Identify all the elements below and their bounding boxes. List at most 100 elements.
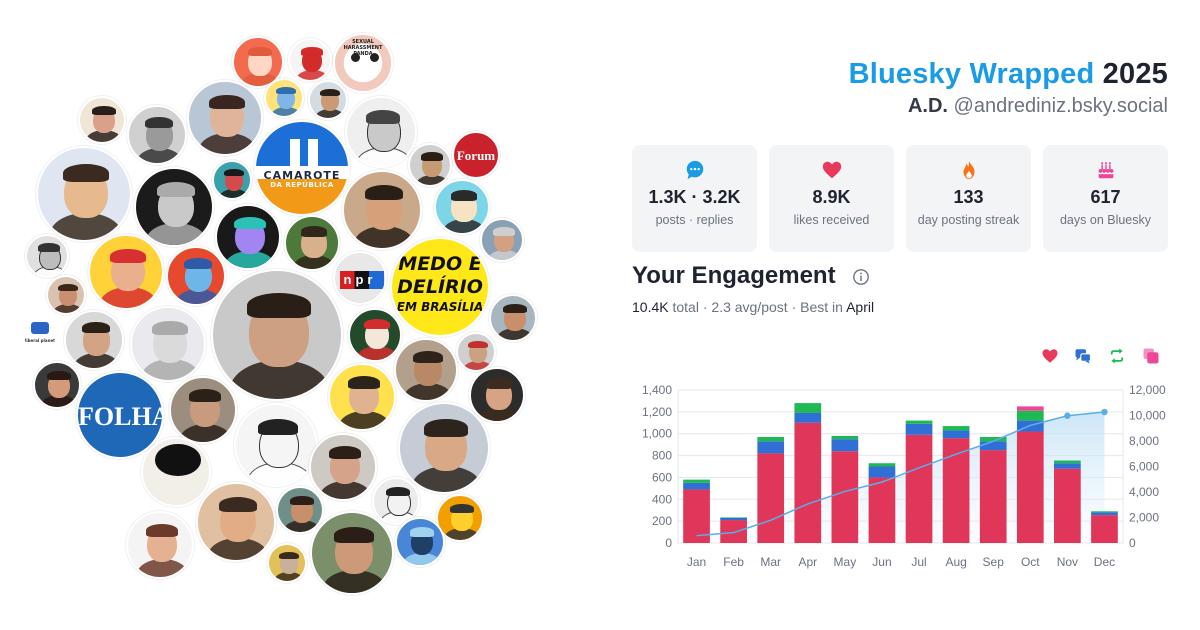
heart-icon [822,161,841,179]
avatar[interactable] [395,517,445,567]
avatar[interactable] [166,246,226,306]
avatar[interactable]: CAMAROTE DA REPÚBLICA [254,120,350,216]
avatar-body [404,383,452,400]
quote-icon[interactable] [1142,347,1160,365]
avatar[interactable] [394,338,458,402]
avatar[interactable] [328,363,396,431]
avatar[interactable] [196,482,276,562]
blob-shape [155,444,201,476]
stat-value: 133 [953,187,984,207]
bar-segment [1091,512,1118,516]
avatar-hair [276,86,296,95]
stat-card-streak: 133 day posting streak [906,145,1031,252]
avatar-body [354,226,414,248]
bar-segment [757,436,785,442]
avatar-hair [365,109,401,124]
avatar[interactable] [212,160,252,200]
avatar[interactable] [33,361,81,409]
avatar-label: EM BRASÍLIA [396,300,484,314]
avatar-body [443,218,485,233]
avatar[interactable] [288,38,332,82]
avatar[interactable] [126,511,194,579]
avatar[interactable] [141,437,211,507]
repost-icon[interactable] [1108,347,1126,365]
avatar[interactable] [408,143,452,187]
avatar[interactable] [469,367,525,423]
avatar[interactable] [372,477,420,525]
avatar-hair [421,152,443,161]
y-axis-left: 0 200 400 600 800 1,000 1,200 1,400 [642,383,672,550]
avatar[interactable] [130,306,206,382]
avatar[interactable] [232,36,284,88]
avatar[interactable]: FOLHA [76,371,164,459]
avatar-hair [47,370,71,381]
x-tick-label: Aug [945,555,966,569]
x-tick-label: Oct [1021,555,1040,569]
avatar[interactable] [456,332,496,372]
avatar-body [208,538,268,560]
avatar[interactable] [309,433,377,501]
avatar-label: MEDO E [398,253,482,275]
avatar-body [403,552,441,565]
avatar-body [141,359,199,380]
avatar[interactable] [211,269,343,401]
avatar-label: FOLHA [78,402,164,431]
avatar[interactable] [134,167,214,247]
avatar[interactable] [234,403,318,487]
avatar[interactable]: liberal planet [23,316,57,350]
avatar[interactable] [127,105,187,165]
avatar-hair [386,486,410,497]
avatar[interactable]: Forum [452,131,500,179]
avatar[interactable] [342,170,422,250]
avatar[interactable] [25,234,69,278]
avatar[interactable] [78,96,126,144]
avatar-hair [320,88,340,97]
reply-icon[interactable] [1074,347,1092,365]
avatar-body [295,69,329,80]
avatar-hair [62,163,110,183]
avatar-hair [81,321,111,334]
avatar[interactable] [215,204,281,270]
avatar-label: npr [343,272,377,287]
avatar-label: DA REPÚBLICA [270,180,334,189]
avatar[interactable]: SEXUAL HARASSMENT PANDA [333,33,393,93]
bar-segment [942,430,970,439]
avatar[interactable] [276,486,324,534]
avatar[interactable] [489,294,537,342]
avatar[interactable] [308,80,348,120]
cumulative-point [1101,408,1108,416]
avatar-label: DELÍRIO [397,276,483,298]
avatar[interactable] [348,308,402,362]
avatar[interactable] [36,146,132,242]
avatar[interactable] [434,179,490,235]
avatar[interactable] [187,80,263,156]
avatar[interactable] [345,96,417,168]
avatar[interactable] [169,376,237,444]
avatar[interactable] [267,543,307,583]
avatar[interactable]: MEDO E DELÍRIO EM BRASÍLIA [390,237,490,337]
avatar[interactable]: npr [333,251,387,305]
avatar-body [319,480,371,499]
info-icon[interactable] [852,268,870,286]
avatar[interactable] [284,215,340,271]
avatar[interactable] [480,218,524,262]
stat-value: 1.3K · 3.2K [648,187,741,207]
engagement-total-label: total [672,299,699,315]
avatar[interactable] [46,275,86,315]
x-tick-label: Feb [723,555,744,569]
avatar-body [487,249,521,260]
avatar[interactable] [310,511,394,595]
bar-segment [1091,515,1118,543]
avatar[interactable] [398,402,490,494]
bar-segment [683,489,710,543]
avatar[interactable] [264,78,304,118]
avatar-body [274,572,304,581]
avatar-hair [328,446,362,460]
y2-tick-label: 2,000 [1129,511,1159,525]
cumulative-line [696,408,1108,537]
heart-icon[interactable] [1041,347,1059,365]
bar-segment [868,477,896,543]
avatar-body [198,133,256,154]
avatar[interactable] [88,234,164,310]
avatar[interactable] [64,310,124,370]
